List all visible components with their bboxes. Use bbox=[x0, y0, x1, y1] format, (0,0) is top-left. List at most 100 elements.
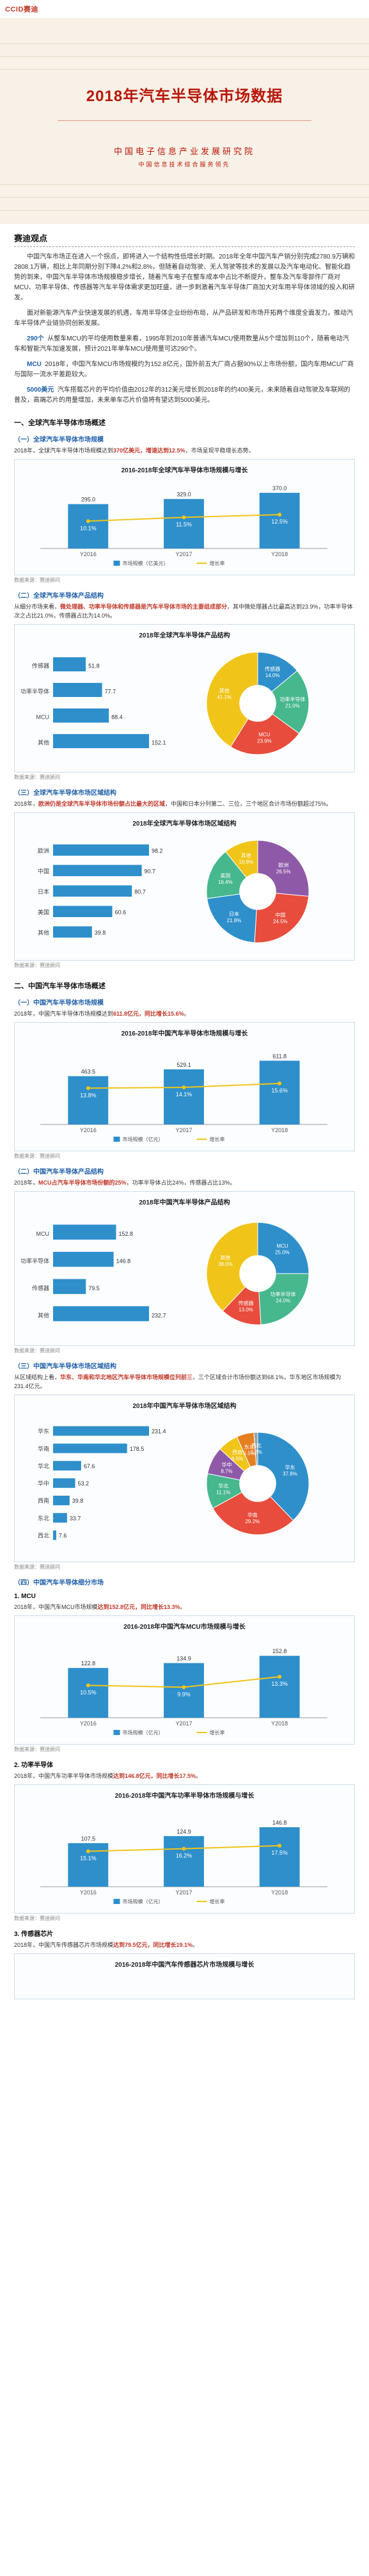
growth-point bbox=[182, 1085, 186, 1090]
slice-value-label: 38.0% bbox=[218, 1261, 233, 1267]
global-product-note: 从细分市场来看，微处理器、功率半导体和传感器是汽车半导体市场的主要组成部分，其中… bbox=[14, 602, 355, 620]
growth-value-label: 14.1% bbox=[176, 1091, 192, 1098]
sensor-chart: 2016-2018年中国汽车传感器芯片市场规模与增长 bbox=[14, 1953, 355, 1999]
category-label: 功率半导体 bbox=[20, 1258, 49, 1265]
note-text: 从区域结构上看， bbox=[14, 1374, 61, 1380]
china-region-chart: 2018年中国汽车半导体市场区域结构 华东 231.4 华南 178.5 华北 67.6 华… bbox=[14, 1395, 355, 1562]
overview-fact: 290个 从整车MCU的平均使用数量来看，1995年到2010年普通汽车MCU使… bbox=[14, 334, 355, 355]
bar bbox=[53, 1279, 86, 1294]
global-region-svg: 欧洲 98.2中国 90.7日本 80.7美国 60.6其他 39.8欧洲26.5%中国2… bbox=[38, 840, 310, 943]
sensor-title: 3. 传感器芯片 bbox=[14, 1931, 54, 1938]
slice-label: MCU bbox=[276, 1244, 288, 1249]
slice-value-label: 24.0% bbox=[276, 1298, 290, 1304]
china-size-subheading: （一）中国汽车半导体市场规模 bbox=[14, 1000, 104, 1007]
x-tick-label: Y2018 bbox=[271, 1889, 288, 1896]
pie-slice bbox=[230, 703, 300, 755]
fact-lead: 290个 bbox=[27, 335, 44, 342]
note-text: 从细分市场来看， bbox=[14, 604, 61, 610]
note-text: 2018年，中国汽车MCU市场规模 bbox=[14, 1604, 98, 1610]
mcu-svg: 122.8 Y2016 134.9 Y2017 152.8 Y2018 10.5% 9.9% 1… bbox=[40, 1648, 327, 1736]
note-highlight: 欧洲仍是全球汽车半导体市场份额占比最大的区域 bbox=[38, 801, 166, 807]
bar-value-label: 77.7 bbox=[105, 689, 116, 695]
chart-title: 2016-2018年中国汽车传感器芯片市场规模与增长 bbox=[114, 1962, 255, 1969]
donut-hole bbox=[239, 873, 276, 910]
category-label: MCU bbox=[36, 1231, 50, 1237]
slice-label: 中国 bbox=[275, 911, 285, 918]
bar bbox=[259, 1827, 300, 1887]
slice-label: 其他 bbox=[220, 1254, 230, 1261]
bar-value-label: 53.2 bbox=[77, 1480, 89, 1487]
bar-value-label: 146.8 bbox=[272, 1820, 287, 1826]
pie-slice bbox=[212, 1483, 294, 1535]
growth-point bbox=[278, 513, 282, 517]
mcu-title: 1. MCU bbox=[14, 1593, 36, 1600]
x-tick-label: Y2018 bbox=[271, 1720, 288, 1727]
slice-label: MCU bbox=[258, 732, 270, 737]
bar bbox=[53, 1443, 127, 1453]
note-text: 2018年，全球汽车半导体市场规模达到 bbox=[14, 447, 114, 454]
x-tick-label: Y2016 bbox=[80, 1889, 97, 1896]
x-tick-label: Y2016 bbox=[80, 1720, 97, 1727]
slice-value-label: 1.2% bbox=[251, 1450, 262, 1455]
bar bbox=[53, 1513, 67, 1523]
bar-value-label: 39.8 bbox=[72, 1498, 84, 1504]
x-tick-label: Y2017 bbox=[175, 1720, 192, 1727]
bar bbox=[164, 499, 204, 548]
pie-slice bbox=[206, 652, 258, 748]
global-size-svg: 295.0 Y2016 329.0 Y2017 370.0 Y2018 10.1% 11.5%… bbox=[40, 485, 327, 566]
legend-label: 增长率 bbox=[210, 1898, 225, 1905]
slice-value-label: 16.4% bbox=[218, 879, 233, 885]
bar-value-label: 231.4 bbox=[152, 1428, 166, 1435]
category-label: 其他 bbox=[38, 739, 49, 746]
slice-label: 功率半导体 bbox=[279, 696, 305, 702]
data-source: 数据来源：赛迪顾问 bbox=[14, 963, 60, 968]
note-text: 2018年，中国汽车半导体市场规模达到 bbox=[14, 1011, 114, 1017]
note-text: 2018年， bbox=[14, 1180, 39, 1186]
global-heading: 一、全球汽车半导体市场概述 bbox=[14, 419, 106, 427]
legend-label: 市场规模（亿元） bbox=[123, 1729, 164, 1736]
fact-lead: MCU bbox=[27, 361, 42, 368]
chart-title: 2018年全球汽车半导体市场区域结构 bbox=[132, 820, 237, 828]
category-label: MCU bbox=[36, 714, 50, 721]
growth-point bbox=[86, 1086, 90, 1091]
fact-lead: 5000美元 bbox=[27, 387, 54, 394]
slice-value-label: 11.1% bbox=[216, 1489, 230, 1495]
bar bbox=[53, 1530, 56, 1540]
bar-value-label: 134.9 bbox=[177, 1656, 191, 1662]
legend-label: 市场规模（亿元） bbox=[123, 1898, 164, 1905]
legend-swatch bbox=[113, 1899, 120, 1904]
organization-name: 中国电子信息产业发展研究院 bbox=[113, 147, 255, 156]
bar-value-label: 529.1 bbox=[177, 1062, 191, 1068]
china-size-chart: 2016-2018年中国汽车半导体市场规模与增长 463.5 Y2016 529.1… bbox=[14, 1022, 355, 1151]
bar-value-label: 329.0 bbox=[177, 492, 191, 498]
category-label: 传感器 bbox=[32, 1284, 49, 1292]
bar bbox=[53, 1496, 70, 1505]
data-source: 数据来源：赛迪顾问 bbox=[14, 1348, 60, 1354]
bar-value-label: 60.6 bbox=[115, 909, 127, 916]
growth-point bbox=[182, 1685, 186, 1690]
legend-label: 增长率 bbox=[210, 1729, 225, 1736]
growth-value-label: 10.5% bbox=[80, 1689, 97, 1695]
note-text: 。 bbox=[196, 1773, 202, 1779]
bar bbox=[53, 885, 132, 897]
bar-value-label: 295.0 bbox=[81, 497, 96, 503]
global-size-subheading: （一）全球汽车半导体市场规模 bbox=[14, 436, 104, 444]
note-text: ，中国和日本分列第二、三位，三个地区合计市场份额超过75%。 bbox=[165, 801, 333, 807]
fact-text: 汽车搭载芯片的平均价值由2012年的312美元增长到2018年的约400美元，未… bbox=[14, 387, 350, 404]
bar-value-label: 51.8 bbox=[88, 663, 100, 669]
note-highlight: 华东、华南和华北地区汽车半导体市场规模位列前三 bbox=[60, 1374, 193, 1380]
chart-title: 2018年中国汽车半导体产品结构 bbox=[139, 1199, 230, 1206]
global-size-note: 2018年，全球汽车半导体市场规模达到370亿美元，增速达到12.5%，市场呈现… bbox=[14, 446, 355, 455]
growth-value-label: 15.1% bbox=[80, 1855, 97, 1862]
category-label: 其他 bbox=[38, 929, 49, 936]
bar-value-label: 232.7 bbox=[152, 1313, 166, 1319]
donut-hole bbox=[239, 1255, 276, 1292]
bar-value-label: 33.7 bbox=[70, 1515, 81, 1521]
data-source: 数据来源：赛迪顾问 bbox=[14, 1153, 60, 1159]
growth-point bbox=[182, 515, 186, 520]
bar bbox=[53, 1460, 81, 1471]
power-chart: 2016-2018年中国汽车功率半导体市场规模与增长 107.5 Y2016 124… bbox=[14, 1784, 355, 1914]
pie-slice bbox=[257, 670, 310, 734]
slice-label: 其他 bbox=[241, 852, 251, 859]
